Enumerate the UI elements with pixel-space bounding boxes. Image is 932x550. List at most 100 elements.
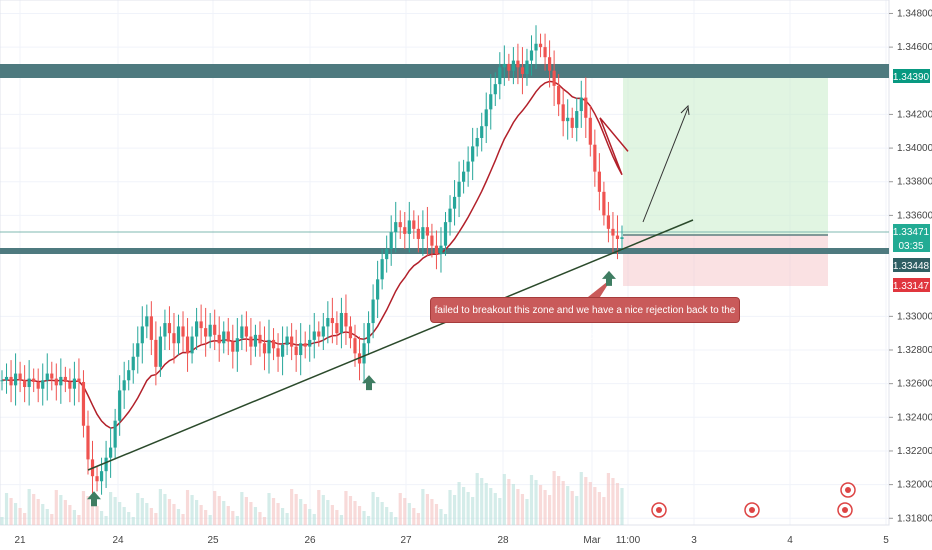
volume-bar-94 [425, 494, 430, 525]
candle-body-54 [244, 326, 248, 337]
volume-bar-37 [167, 499, 172, 525]
volume-bar-12 [54, 490, 58, 525]
candle-body-82 [371, 299, 375, 324]
volume-bar-121 [547, 495, 552, 525]
annotation-callout[interactable]: failed to breakout this zone and we have… [430, 297, 740, 342]
volume-bar-27 [122, 507, 126, 525]
volume-bar-98 [443, 514, 448, 525]
candle-body-21 [95, 476, 99, 482]
candle-body-25 [113, 420, 117, 448]
event-icon-dot-0 [656, 507, 662, 513]
volume-bar-104 [471, 497, 475, 525]
volume-bar-101 [457, 482, 461, 525]
volume-bar-29 [131, 517, 135, 525]
anchor-arrows [87, 270, 616, 507]
volume-bar-21 [95, 506, 99, 525]
y-tick-label-10: 1.32200 [897, 446, 932, 457]
candle-body-102 [462, 171, 466, 182]
volume-bar-15 [68, 505, 72, 525]
candle-body-104 [471, 146, 475, 162]
volume-bar-102 [462, 487, 466, 525]
volume-bar-67 [303, 504, 307, 525]
volume-bar-53 [240, 492, 244, 525]
candle-body-44 [199, 321, 203, 329]
candle-body-131 [593, 144, 597, 172]
candle-body-119 [538, 43, 543, 48]
volume-bar-26 [118, 502, 122, 525]
candle-body-1 [4, 376, 9, 381]
candle-body-0 [0, 380, 4, 382]
candle-body-62 [280, 344, 285, 357]
y-tick-label-3: 1.34000 [897, 143, 932, 154]
volume-bar-6 [27, 489, 31, 525]
volume-bar-66 [299, 499, 303, 525]
candle-body-43 [194, 321, 199, 337]
candle-body-110 [498, 67, 502, 85]
volume-bar-35 [158, 489, 162, 525]
candle-body-92 [416, 228, 420, 239]
candle-body-96 [434, 245, 439, 255]
candle-body-58 [262, 343, 267, 354]
volume-bar-39 [176, 509, 181, 525]
volume-bar-120 [543, 490, 547, 525]
candle-body-14 [63, 376, 67, 382]
candle-body-65 [294, 346, 298, 356]
candle-body-121 [547, 57, 552, 71]
candle-body-6 [27, 378, 31, 388]
volume-bar-46 [208, 515, 212, 525]
y-tick-label-6: 1.33000 [897, 311, 932, 322]
x-tick-label-4: 27 [400, 535, 412, 546]
candle-body-108 [489, 94, 493, 110]
candle-body-111 [502, 63, 506, 68]
volume-bar-4 [18, 508, 22, 525]
candle-body-15 [68, 381, 72, 389]
candle-body-81 [366, 323, 371, 344]
volume-bar-96 [434, 504, 439, 525]
y-tick-label-9: 1.32400 [897, 412, 932, 423]
volume-bar-10 [45, 509, 49, 525]
price-tag-bottom-zone: 1.33448 [893, 261, 930, 272]
volume-bar-19 [86, 496, 90, 525]
candle-body-88 [398, 222, 402, 228]
projection-arrow-head [680, 104, 690, 116]
candle-body-86 [389, 232, 393, 250]
volume-bar-71 [321, 495, 325, 525]
volume-bar-57 [258, 512, 262, 525]
price-tag-top-zone-bg [893, 69, 930, 83]
volume-bar-44 [199, 505, 203, 525]
volume-bar-43 [194, 500, 199, 525]
candle-body-63 [285, 336, 289, 345]
volume-bar-58 [262, 517, 267, 525]
x-tick-label-6: Mar [583, 535, 601, 546]
candle-body-80 [362, 343, 366, 364]
volume-bar-5 [23, 513, 27, 525]
candle-body-70 [317, 331, 321, 337]
candle-body-117 [529, 50, 534, 61]
candle-body-126 [570, 117, 574, 128]
volume-bar-56 [253, 507, 258, 525]
candle-body-5 [23, 380, 27, 388]
candle-body-77 [348, 326, 353, 339]
candle-body-105 [475, 137, 479, 147]
volume-bar-106 [480, 478, 484, 525]
volume-bar-137 [620, 488, 624, 525]
candle-body-13 [59, 376, 63, 386]
volume-bar-36 [163, 494, 167, 525]
volume-bar-30 [136, 493, 140, 525]
candle-body-137 [620, 237, 624, 239]
candle-body-73 [330, 318, 334, 324]
candle-body-37 [167, 323, 172, 334]
volume-bar-7 [32, 494, 36, 525]
candle-body-98 [443, 222, 448, 246]
volume-bar-17 [77, 515, 81, 525]
volume-bar-16 [72, 510, 77, 525]
candle-body-38 [172, 333, 176, 344]
volume-bar-31 [140, 498, 144, 525]
x-tick-label-3: 26 [304, 535, 316, 546]
candle-body-50 [226, 331, 230, 342]
volume-bar-103 [466, 492, 470, 525]
moving-average [1, 80, 629, 429]
y-tick-label-2: 1.34200 [897, 109, 932, 120]
volume-bar-112 [507, 479, 511, 525]
